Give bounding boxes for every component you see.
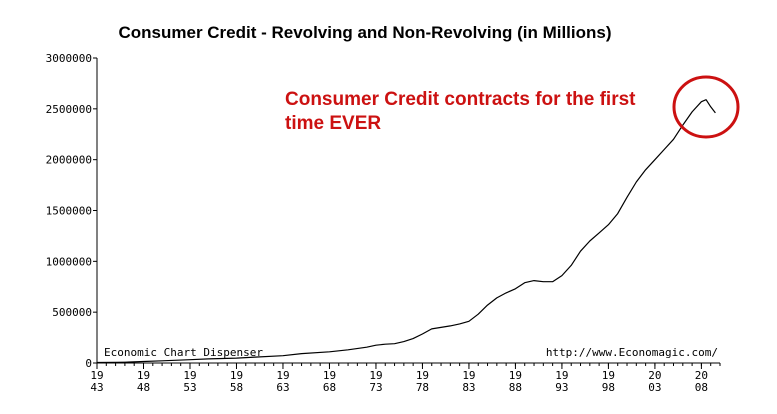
footer-left: Economic Chart Dispenser <box>104 346 263 359</box>
x-tick-label-bottom: 48 <box>137 381 150 394</box>
x-tick-label-top: 19 <box>137 369 150 382</box>
y-tick-label: 2500000 <box>46 103 92 116</box>
x-tick-label-top: 19 <box>602 369 615 382</box>
x-tick-label-top: 19 <box>183 369 196 382</box>
y-tick-label: 1000000 <box>46 255 92 268</box>
y-tick-label: 0 <box>85 357 92 370</box>
x-tick-label-bottom: 68 <box>323 381 336 394</box>
series-layer <box>96 99 716 364</box>
x-tick-label-top: 19 <box>416 369 429 382</box>
x-tick-label-bottom: 63 <box>276 381 289 394</box>
annotation-line-1: Consumer Credit contracts for the first <box>285 89 636 110</box>
x-tick-label-bottom: 98 <box>602 381 615 394</box>
x-tick-label-top: 20 <box>695 369 708 382</box>
x-tick-label-top: 19 <box>276 369 289 382</box>
x-tick-label-bottom: 03 <box>648 381 661 394</box>
footer-right: http://www.Economagic.com/ <box>546 346 718 359</box>
y-axis: 0 500000 1000000 1500000 2000000 2500000 30000… <box>46 52 98 370</box>
annotation-circle <box>672 75 740 139</box>
x-tick-label-bottom: 93 <box>555 381 568 394</box>
x-tick-label-top: 19 <box>462 369 475 382</box>
y-tick-label: 2000000 <box>46 154 92 167</box>
x-tick-label-bottom: 08 <box>695 381 708 394</box>
chart-title: Consumer Credit - Revolving and Non-Revo… <box>118 23 611 42</box>
x-tick-label-bottom: 78 <box>416 381 429 394</box>
y-tick-label: 500000 <box>52 306 92 319</box>
x-tick-label-bottom: 73 <box>369 381 382 394</box>
x-tick-label-bottom: 58 <box>230 381 243 394</box>
x-tick-label-top: 19 <box>555 369 568 382</box>
y-tick-label: 1500000 <box>46 205 92 218</box>
x-tick-label-bottom: 43 <box>90 381 103 394</box>
x-tick-label-bottom: 88 <box>509 381 522 394</box>
x-axis: 1943194819531958196319681973197819831988… <box>90 362 721 394</box>
series-line <box>96 99 716 364</box>
annotation-line-2: time EVER <box>285 113 381 134</box>
x-tick-label-top: 19 <box>323 369 336 382</box>
x-tick-label-bottom: 53 <box>183 381 196 394</box>
x-tick-label-bottom: 83 <box>462 381 475 394</box>
x-tick-label-top: 19 <box>230 369 243 382</box>
y-tick-label: 3000000 <box>46 52 92 65</box>
x-tick-label-top: 20 <box>648 369 661 382</box>
x-tick-label-top: 19 <box>369 369 382 382</box>
x-tick-label-top: 19 <box>90 369 103 382</box>
x-tick-label-top: 19 <box>509 369 522 382</box>
